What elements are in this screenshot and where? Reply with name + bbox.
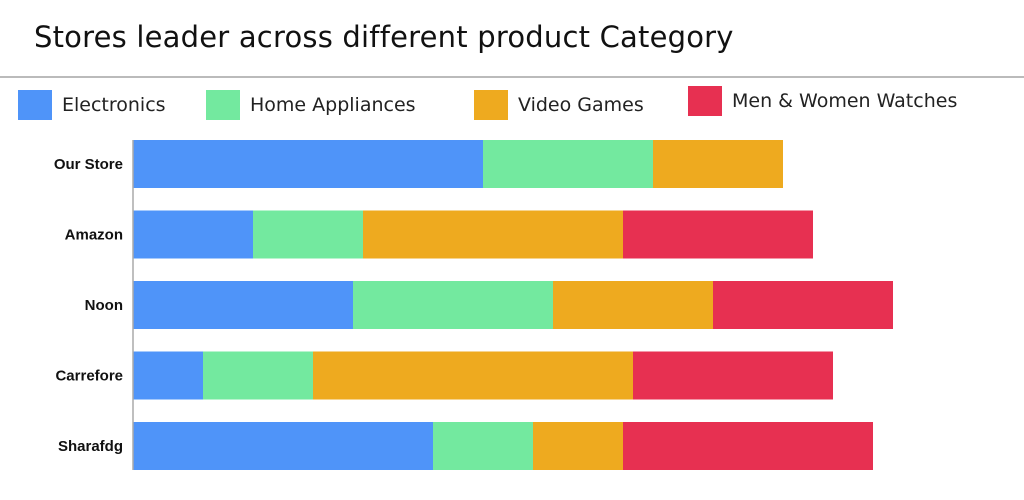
legend-swatch xyxy=(18,90,52,120)
bar-segment xyxy=(133,422,433,470)
bar-segment xyxy=(133,140,483,188)
legend-item-watches: Men & Women Watches xyxy=(688,86,957,116)
bar-segment xyxy=(313,351,633,400)
legend-label: Electronics xyxy=(62,94,166,116)
bar-segment xyxy=(653,140,783,188)
chart-title: Stores leader across different product C… xyxy=(34,20,734,54)
title-divider xyxy=(0,76,1024,78)
bar-segment xyxy=(253,210,363,259)
bar-segment xyxy=(433,422,533,470)
legend-label: Home Appliances xyxy=(250,94,416,116)
bar-segment xyxy=(623,210,813,259)
bar-segment xyxy=(533,422,623,470)
legend-item-video-games: Video Games xyxy=(474,90,644,120)
bar-segment xyxy=(713,281,893,329)
bar-segment xyxy=(363,210,623,259)
legend-swatch xyxy=(688,86,722,116)
bar-segment xyxy=(203,351,313,400)
legend-swatch xyxy=(206,90,240,120)
legend-label: Video Games xyxy=(518,94,644,116)
bar-segment xyxy=(483,140,653,188)
category-label: Carrefore xyxy=(55,368,123,385)
category-label: Our Store xyxy=(54,156,123,173)
bar-segment xyxy=(623,422,873,470)
category-label: Noon xyxy=(85,297,123,314)
bar-segment xyxy=(633,351,833,400)
legend-swatch xyxy=(474,90,508,120)
bar-segment xyxy=(353,281,553,329)
bar-segment xyxy=(133,351,203,400)
category-label: Amazon xyxy=(65,227,123,244)
bar-segment xyxy=(553,281,713,329)
bar-segment xyxy=(133,210,253,259)
legend-item-electronics: Electronics xyxy=(18,90,166,120)
bar-segment xyxy=(133,281,353,329)
legend-item-home-appliances: Home Appliances xyxy=(206,90,416,120)
category-label: Sharafdg xyxy=(58,438,123,455)
legend-label: Men & Women Watches xyxy=(732,90,958,112)
